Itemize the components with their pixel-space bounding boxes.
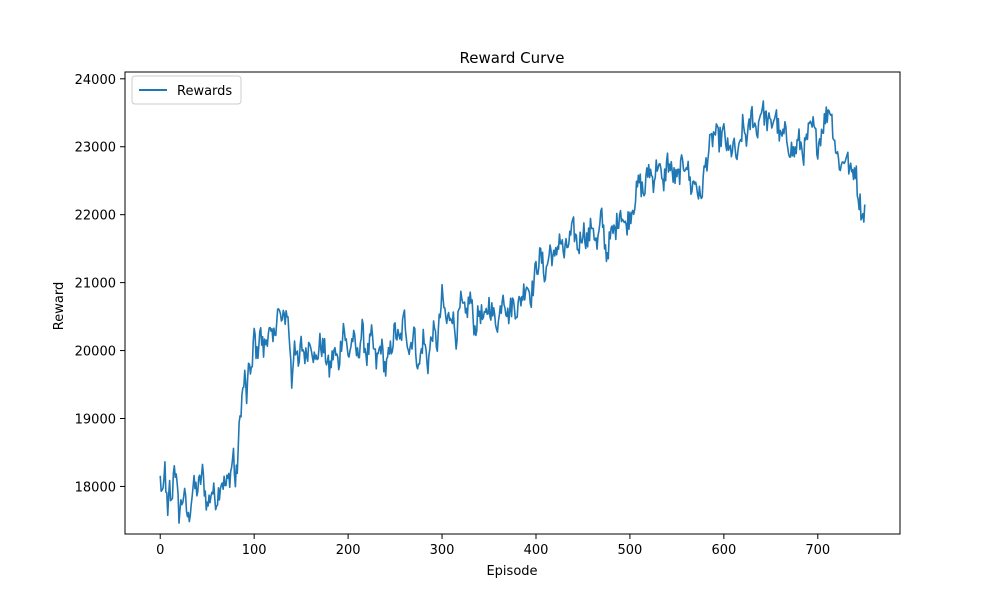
y-tick-label: 18000 [75, 480, 116, 495]
plot-area [124, 71, 901, 535]
series-line-rewards [159, 100, 866, 524]
chart-title: Reward Curve [460, 49, 565, 67]
y-axis-label: Reward [52, 282, 67, 330]
y-tick-label: 21000 [75, 277, 116, 292]
x-axis-label: Episode [486, 564, 537, 579]
x-tick-label: 500 [618, 543, 643, 558]
y-axis-ticks: 18000 19000 20000 21000 22000 23000 24000 [75, 73, 125, 495]
y-tick-label: 24000 [75, 73, 116, 88]
legend-label-rewards: Rewards [177, 84, 232, 99]
legend-box [131, 75, 242, 105]
x-tick-label: 0 [156, 543, 164, 558]
x-tick-label: 400 [524, 543, 549, 558]
x-tick-label: 200 [336, 543, 361, 558]
x-tick-label: 100 [242, 543, 267, 558]
y-tick-label: 23000 [75, 141, 116, 156]
x-tick-label: 600 [711, 543, 736, 558]
x-tick-label: 300 [430, 543, 455, 558]
axes-frame [124, 71, 901, 535]
legend: Rewards [131, 75, 242, 105]
y-tick-label: 19000 [75, 413, 116, 428]
x-axis-ticks: 0 100 200 300 400 500 600 700 [156, 534, 830, 558]
y-tick-label: 20000 [75, 345, 116, 360]
x-tick-label: 700 [805, 543, 830, 558]
y-tick-label: 22000 [75, 209, 116, 224]
